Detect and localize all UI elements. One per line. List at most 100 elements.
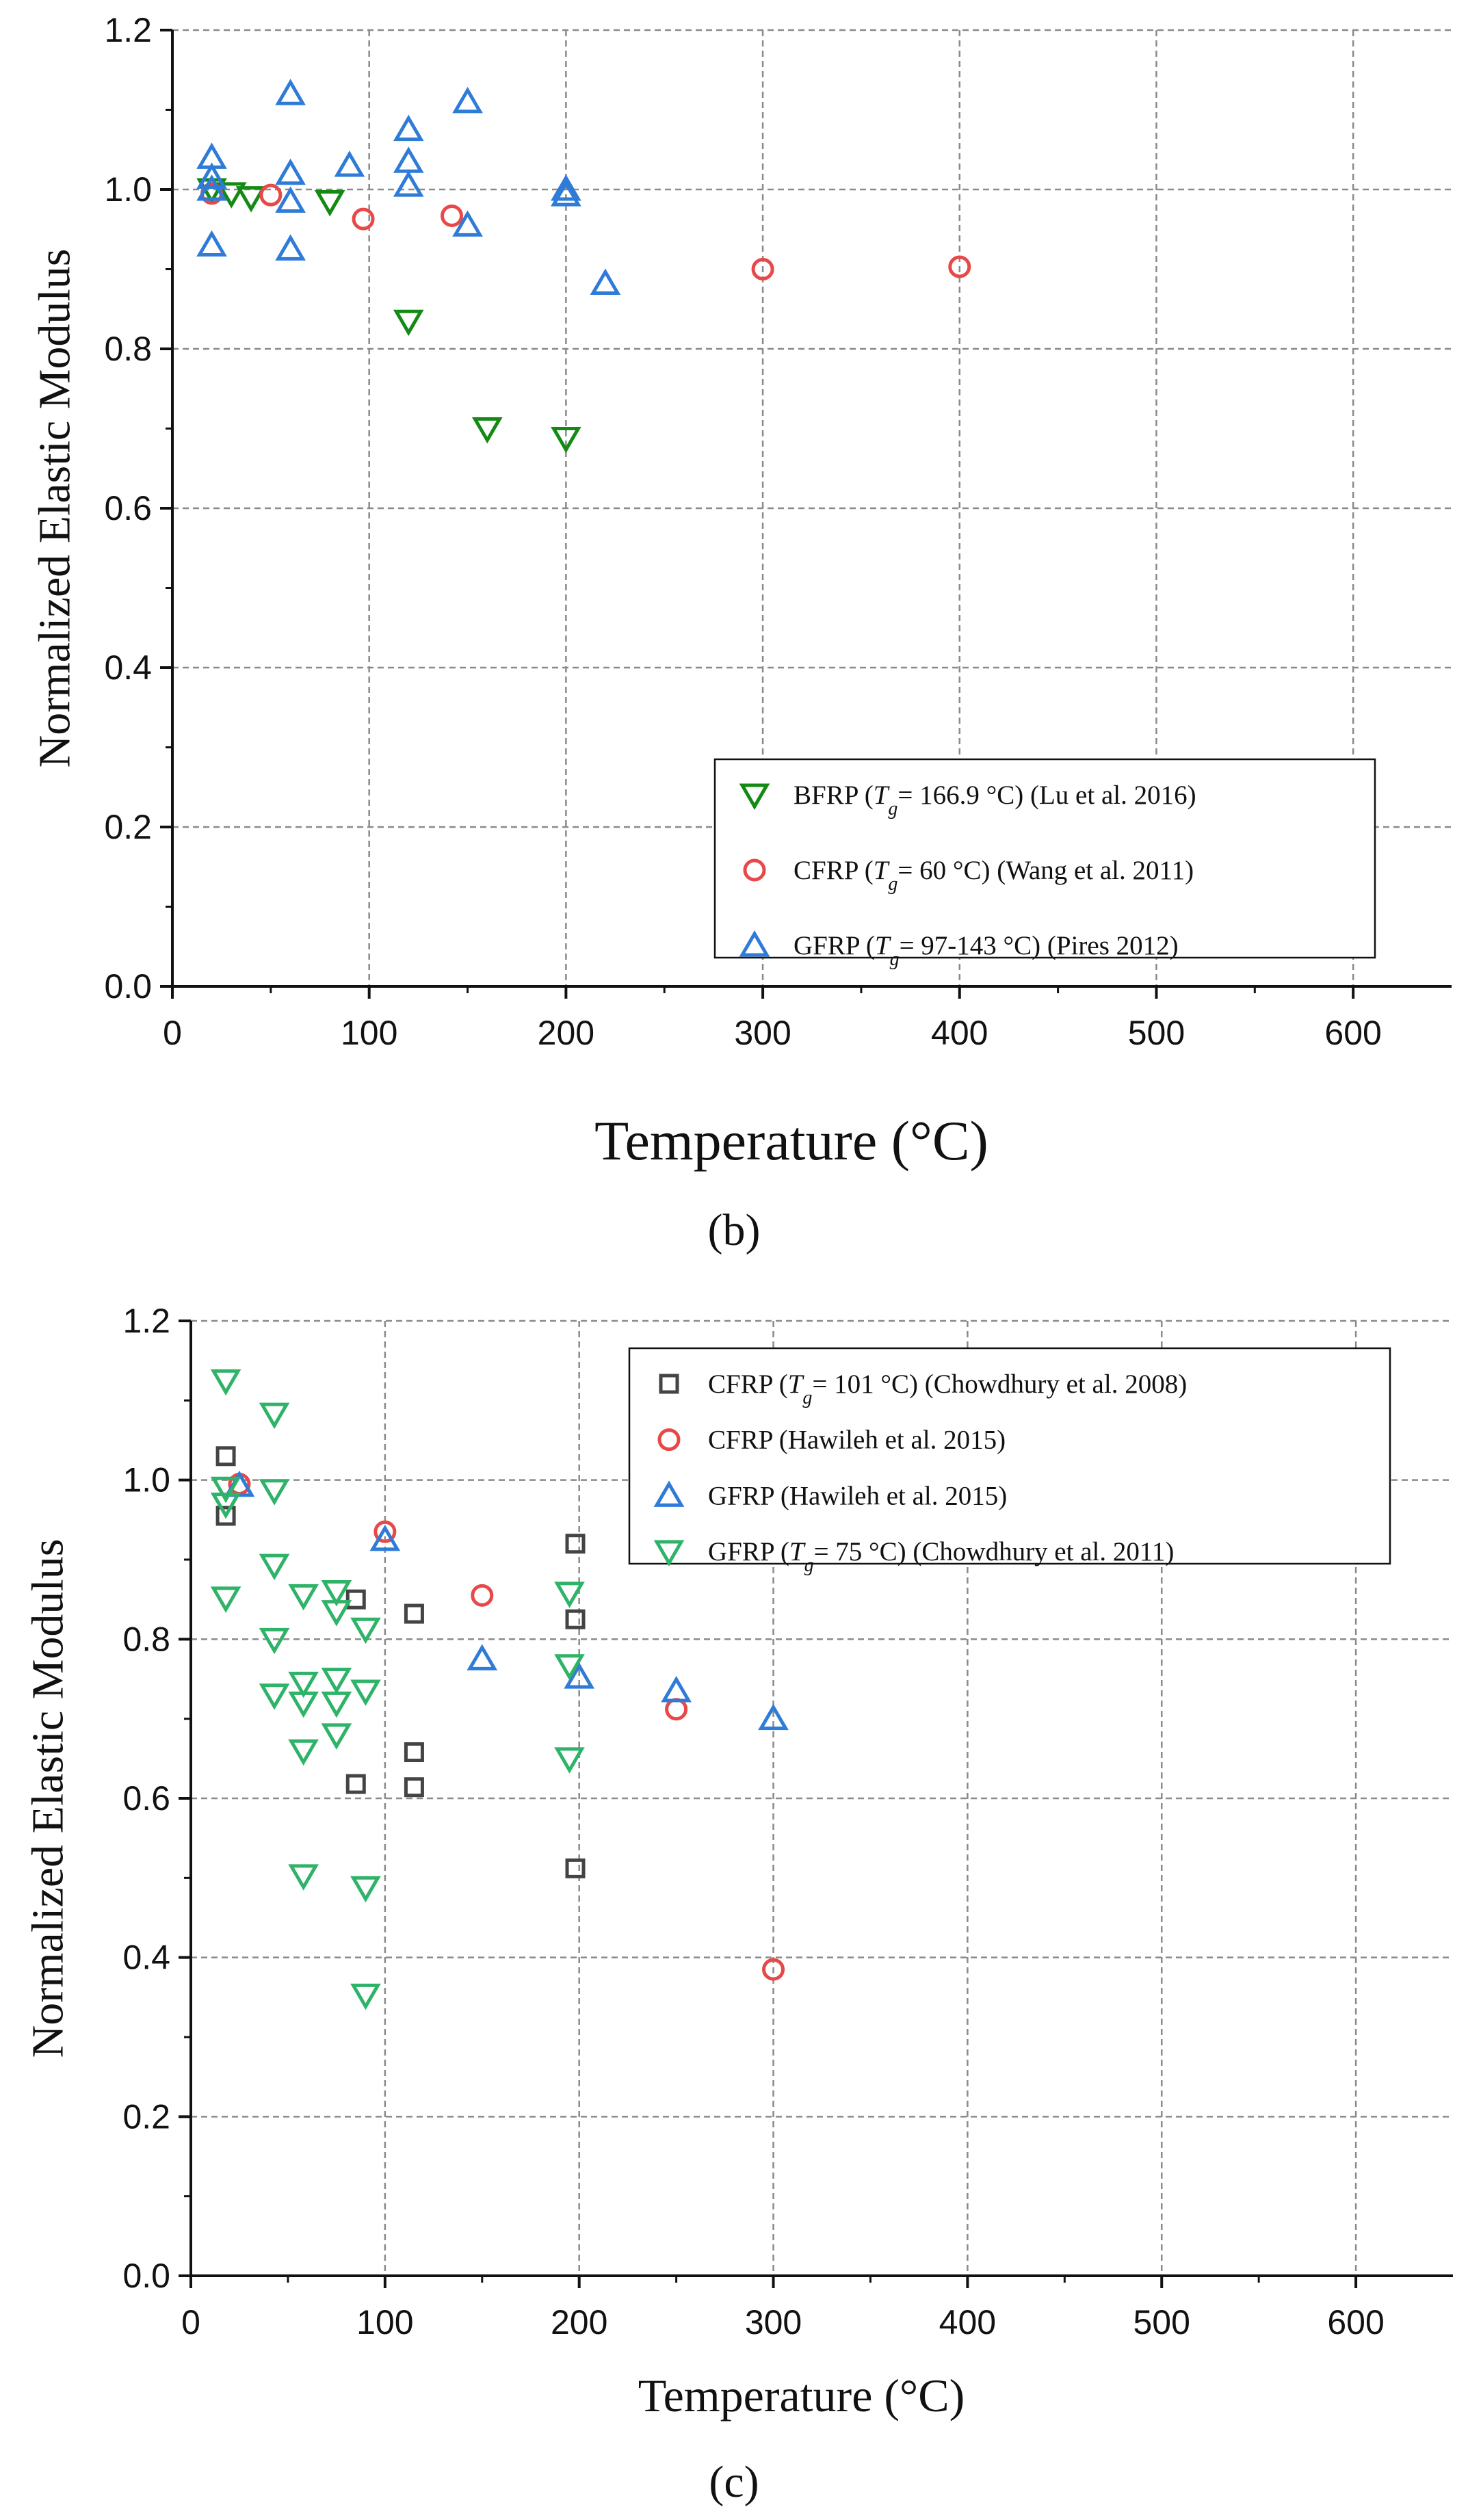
data-point [288, 1864, 319, 1891]
data-point [259, 1683, 290, 1710]
data-point [210, 1586, 241, 1613]
data-point [334, 150, 365, 177]
y-axis-title: Normalized Elastic Modulus [23, 1539, 73, 2058]
y-tick-label: 0.0 [122, 2257, 170, 2295]
data-point [393, 170, 424, 197]
data-point [235, 186, 267, 213]
data-point [321, 1723, 352, 1750]
data-point [551, 180, 581, 207]
data-point [404, 1777, 424, 1798]
y-tick-label: 0.2 [104, 808, 152, 846]
data-point [762, 1958, 785, 1981]
data-point [321, 1691, 352, 1718]
data-point [314, 189, 345, 217]
data-point [345, 1589, 366, 1610]
data-point [275, 186, 306, 213]
legend-label: CFRP (Hawileh et al. 2015) [708, 1426, 1006, 1455]
data-point [321, 1580, 352, 1607]
y-tick-label: 1.0 [122, 1461, 170, 1499]
legend-label: CFRP (Tg= 60 °C) (Wang et al. 2011) [794, 856, 1194, 895]
x-axis-title: Temperature (°C) [594, 1110, 988, 1172]
x-tick-label: 200 [551, 2303, 607, 2341]
data-point [196, 174, 227, 201]
data-point [554, 1581, 585, 1608]
data-point [321, 1600, 352, 1627]
data-point [948, 255, 971, 278]
data-point [196, 162, 227, 189]
y-tick-label: 0.4 [104, 648, 152, 687]
data-point [564, 1662, 595, 1689]
data-point [259, 1479, 290, 1506]
data-point [404, 1742, 424, 1763]
data-point [215, 1446, 236, 1467]
data-point [565, 1609, 586, 1629]
data-point [393, 309, 424, 337]
data-point [452, 86, 483, 114]
x-tick-label: 300 [734, 1014, 791, 1052]
series-2 [200, 182, 971, 280]
data-point [275, 234, 306, 261]
data-point [565, 1534, 586, 1554]
data-point [288, 1671, 319, 1698]
x-tick-label: 600 [1324, 1014, 1381, 1052]
y-tick-label: 1.0 [104, 170, 152, 209]
x-tick-label: 400 [931, 1014, 988, 1052]
y-tick-label: 0.0 [104, 967, 152, 1006]
legend-label: GFRP (Tg= 97-143 °C) (Pires 2012) [794, 931, 1179, 970]
legend-box [713, 758, 1376, 959]
legend-marker [653, 1540, 685, 1566]
data-point [590, 268, 621, 295]
y-axis-title: Normalized Elastic Modulus [30, 249, 80, 768]
data-point [369, 1524, 401, 1551]
data-point [215, 1506, 236, 1526]
x-tick-label: 200 [538, 1014, 594, 1052]
y-tick-label: 0.6 [104, 489, 152, 527]
data-point [373, 1520, 397, 1543]
legend-marker [657, 1428, 681, 1452]
data-point [551, 426, 581, 454]
series-1 [215, 1446, 586, 1878]
data-point [288, 1739, 319, 1766]
y-tick-label: 0.2 [122, 2097, 170, 2136]
data-point [350, 1617, 381, 1644]
y-tick-label: 0.8 [104, 330, 152, 368]
y-tick-label: 1.2 [104, 11, 152, 49]
data-point [259, 1627, 290, 1655]
data-point [350, 1983, 381, 2010]
data-point [551, 174, 581, 201]
y-tick-label: 0.8 [122, 1620, 170, 1658]
legend-marker [739, 930, 770, 957]
x-axis-title: Temperature (°C) [638, 2370, 965, 2421]
legend-label: GFRP (Tg= 75 °C) (Chowdhury et al. 2011) [708, 1537, 1174, 1576]
data-point [288, 1691, 319, 1718]
y-tick-label: 0.4 [122, 1939, 170, 1977]
legend-label: BFRP (Tg= 166.9 °C) (Lu et al. 2016) [794, 780, 1196, 819]
x-tick-label: 0 [181, 2303, 200, 2341]
data-point [196, 230, 227, 257]
data-point [471, 417, 503, 444]
data-point [350, 1876, 381, 1903]
data-point [565, 1858, 586, 1878]
data-point [441, 204, 464, 227]
x-tick-label: 0 [163, 1014, 182, 1052]
data-point [259, 183, 283, 207]
data-point [758, 1703, 789, 1731]
legend: CFRP (Tg= 101 °C) (Chowdhury et al. 2008… [628, 1347, 1391, 1576]
legend-marker [659, 1374, 679, 1394]
data-point [259, 1402, 290, 1430]
data-point [350, 1679, 381, 1706]
data-point [275, 158, 306, 185]
x-tick-label: 400 [939, 2303, 996, 2341]
data-point [554, 1654, 585, 1681]
series-3 [196, 79, 621, 295]
data-point [275, 79, 306, 105]
data-point [259, 1553, 290, 1581]
data-point [352, 207, 375, 231]
data-point [215, 182, 247, 209]
x-tick-label: 100 [356, 2303, 413, 2341]
data-point [467, 1644, 498, 1670]
data-point [751, 258, 774, 280]
panel-caption: (c) [709, 2457, 759, 2507]
